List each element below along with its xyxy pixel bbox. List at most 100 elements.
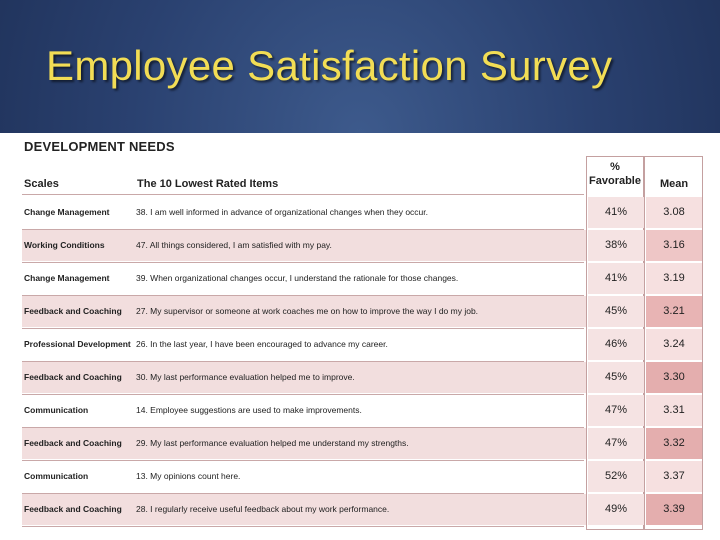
row-background — [22, 494, 586, 525]
scale-cell: Feedback and Coaching — [24, 372, 122, 382]
item-cell: 47. All things considered, I am satisfie… — [136, 240, 332, 250]
header-mean: Mean — [659, 178, 689, 190]
row-rule — [22, 295, 584, 296]
table-row: Feedback and Coaching 28. I regularly rec… — [22, 494, 704, 525]
mean-cell-background — [646, 362, 702, 393]
row-background — [22, 329, 586, 360]
favorable-cell-background — [588, 296, 644, 327]
scale-cell: Communication — [24, 405, 89, 415]
table-row: Feedback and Coaching 27. My supervisor o… — [22, 296, 704, 327]
favorable-cell-background — [588, 428, 644, 459]
favorable-cell-background — [588, 395, 644, 426]
mean-cell: 3.24 — [663, 338, 685, 350]
scale-cell: Feedback and Coaching — [24, 438, 122, 448]
favorable-cell: 49% — [604, 503, 628, 515]
mean-cell-background — [646, 230, 702, 261]
favorable-cell: 38% — [604, 239, 628, 251]
item-cell: 28. I regularly receive useful feedback … — [136, 504, 390, 514]
header-rule — [22, 194, 584, 195]
favorable-cell-background — [588, 494, 644, 525]
mean-cell-background — [646, 494, 702, 525]
row-background — [22, 263, 586, 294]
scale-cell: Professional Development — [24, 339, 131, 349]
mean-cell: 3.37 — [663, 470, 685, 482]
item-cell: 39. When organizational changes occur, I… — [136, 273, 459, 283]
section-title: DEVELOPMENT NEEDS — [24, 139, 175, 154]
favorable-cell: 52% — [604, 470, 628, 482]
row-rule — [22, 262, 584, 263]
scale-cell: Change Management — [24, 207, 110, 217]
item-cell: 30. My last performance evaluation helpe… — [136, 372, 355, 382]
mean-cell: 3.39 — [663, 503, 685, 515]
favorable-cell: 45% — [604, 305, 628, 317]
table-row: Change Management 38. I am well informed … — [22, 197, 704, 228]
mean-cell: 3.19 — [663, 272, 685, 284]
item-cell: 27. My supervisor or someone at work coa… — [136, 306, 479, 316]
item-cell: 26. In the last year, I have been encour… — [136, 339, 388, 349]
row-background — [22, 461, 586, 492]
mean-cell: 3.16 — [663, 239, 685, 251]
favorable-cell-background — [588, 329, 644, 360]
scale-cell: Communication — [24, 471, 89, 481]
row-rule — [22, 229, 584, 230]
row-rule — [22, 526, 584, 527]
header-scales: Scales — [24, 178, 59, 190]
row-rule — [22, 394, 584, 395]
table-row: Change Management 39. When organizational… — [22, 263, 704, 294]
mean-cell: 3.21 — [663, 305, 685, 317]
table-row: Communication 14. Employee suggestions ar… — [22, 395, 704, 426]
row-background — [22, 296, 586, 327]
favorable-cell: 41% — [604, 272, 628, 284]
row-background — [22, 395, 586, 426]
row-background — [22, 230, 586, 261]
row-background — [22, 362, 586, 393]
header-favorable-line1: % — [610, 161, 620, 173]
favorable-cell: 47% — [604, 437, 628, 449]
mean-cell-background — [646, 428, 702, 459]
table-row: Working Conditions 47. All things conside… — [22, 230, 704, 261]
favorable-cell: 46% — [604, 338, 628, 350]
mean-cell: 3.31 — [663, 404, 685, 416]
mean-cell: 3.32 — [663, 437, 685, 449]
row-rule — [22, 460, 584, 461]
item-cell: 13. My opinions count here. — [136, 471, 241, 481]
scale-cell: Change Management — [24, 273, 110, 283]
mean-cell-background — [646, 263, 702, 294]
table-row: Feedback and Coaching 29. My last perform… — [22, 428, 704, 459]
mean-cell-background — [646, 197, 702, 228]
row-rule — [22, 361, 584, 362]
mean-cell-background — [646, 461, 702, 492]
favorable-cell: 47% — [604, 404, 628, 416]
row-background — [22, 197, 586, 228]
mean-column-border — [644, 156, 703, 530]
scale-cell: Feedback and Coaching — [24, 504, 122, 514]
favorable-cell: 41% — [604, 206, 628, 218]
slide-title: Employee Satisfaction Survey — [46, 42, 613, 89]
survey-table-panel: DEVELOPMENT NEEDS Scales The 10 Lowest R… — [0, 133, 720, 540]
row-background — [22, 428, 586, 459]
mean-cell: 3.08 — [663, 206, 685, 218]
row-rule — [22, 427, 584, 428]
mean-cell-background — [646, 296, 702, 327]
item-cell: 14. Employee suggestions are used to mak… — [136, 405, 362, 415]
favorable-cell-background — [588, 197, 644, 228]
row-rule — [22, 493, 584, 494]
table-row: Communication 13. My opinions count here.… — [22, 461, 704, 492]
table-row: Feedback and Coaching 30. My last perform… — [22, 362, 704, 393]
favorable-cell-background — [588, 461, 644, 492]
header-favorable: % Favorable — [586, 160, 644, 188]
item-cell: 29. My last performance evaluation helpe… — [136, 438, 409, 448]
scale-cell: Feedback and Coaching — [24, 306, 122, 316]
favorable-cell-background — [588, 230, 644, 261]
item-cell: 38. I am well informed in advance of org… — [136, 207, 429, 217]
header-favorable-line2: Favorable — [589, 175, 641, 187]
favorable-cell-background — [588, 362, 644, 393]
table-row: Professional Development 26. In the last … — [22, 329, 704, 360]
mean-cell-background — [646, 329, 702, 360]
scale-cell: Working Conditions — [24, 240, 105, 250]
mean-cell: 3.30 — [663, 371, 685, 383]
header-items: The 10 Lowest Rated Items — [137, 178, 279, 190]
favorable-cell: 45% — [604, 371, 628, 383]
row-rule — [22, 328, 584, 329]
favorable-cell-background — [588, 263, 644, 294]
